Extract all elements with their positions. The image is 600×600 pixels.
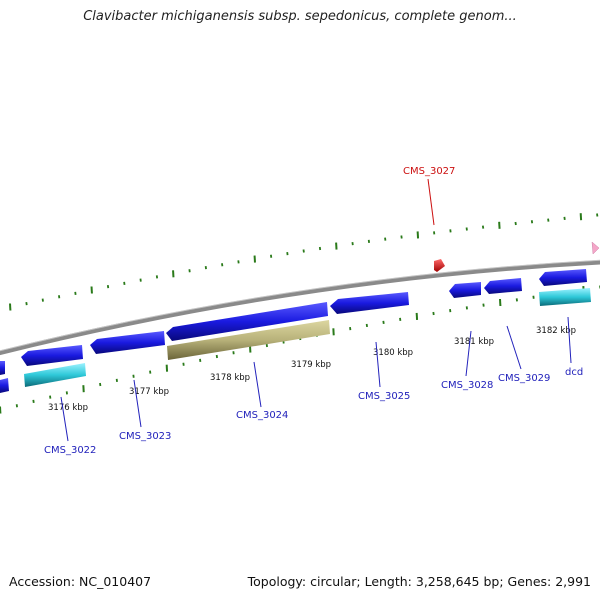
scale-label: 3180 kbp [373, 348, 413, 358]
scale-label: 3176 kbp [48, 403, 88, 413]
gene-arrow[interactable] [449, 282, 481, 298]
gene-arrow[interactable] [166, 302, 328, 341]
gene-label-cms3024[interactable]: CMS_3024 [236, 410, 288, 421]
gene-label-cms3025[interactable]: CMS_3025 [358, 391, 410, 402]
topology-text: Topology: circular; Length: 3,258,645 bp… [247, 574, 591, 589]
gene-label-cms3028[interactable]: CMS_3028 [441, 380, 493, 391]
gene-arrow[interactable] [0, 378, 9, 393]
outer-scale-track [9, 213, 599, 311]
scale-label: 3181 kbp [454, 337, 494, 347]
gene-arrow[interactable] [90, 331, 165, 354]
gene-arrow[interactable] [330, 292, 409, 314]
gene-label-dcd[interactable]: dcd [565, 367, 583, 378]
gene-box-cms3022[interactable] [24, 363, 86, 387]
genome-backbone [0, 260, 600, 356]
gene-arrow[interactable] [484, 278, 522, 294]
gene-label-cms3027[interactable]: CMS_3027 [403, 166, 455, 177]
gene-arrow[interactable] [0, 361, 5, 375]
scale-label: 3177 kbp [129, 387, 169, 397]
scale-label: 3178 kbp [210, 373, 250, 383]
gene-arrow-pink[interactable] [591, 241, 600, 255]
gene-label-cms3022[interactable]: CMS_3022 [44, 445, 96, 456]
gene-label-cms3023[interactable]: CMS_3023 [119, 431, 171, 442]
gene-label-cms3029[interactable]: CMS_3029 [498, 373, 550, 384]
gene-arrow[interactable] [21, 345, 83, 366]
map-title: Clavibacter michiganensis subsp. sepedon… [83, 9, 517, 24]
scale-label: 3179 kbp [291, 360, 331, 370]
gene-box-cms3024[interactable] [167, 320, 330, 360]
genome-backbone-highlight [0, 259, 600, 352]
inner-scale-track [0, 285, 600, 414]
label-leaders [60, 178, 572, 442]
scale-label: 3182 kbp [536, 326, 576, 336]
gene-track-blue [0, 269, 587, 393]
accession-text: Accession: NC_010407 [9, 574, 152, 589]
gene-arrow[interactable] [539, 269, 587, 286]
gene-box-dcd[interactable] [539, 288, 591, 306]
gene-arrow-cms3027[interactable] [434, 259, 445, 272]
scale-labels: 3176 kbp 3177 kbp 3178 kbp 3179 kbp 3180… [48, 326, 576, 413]
